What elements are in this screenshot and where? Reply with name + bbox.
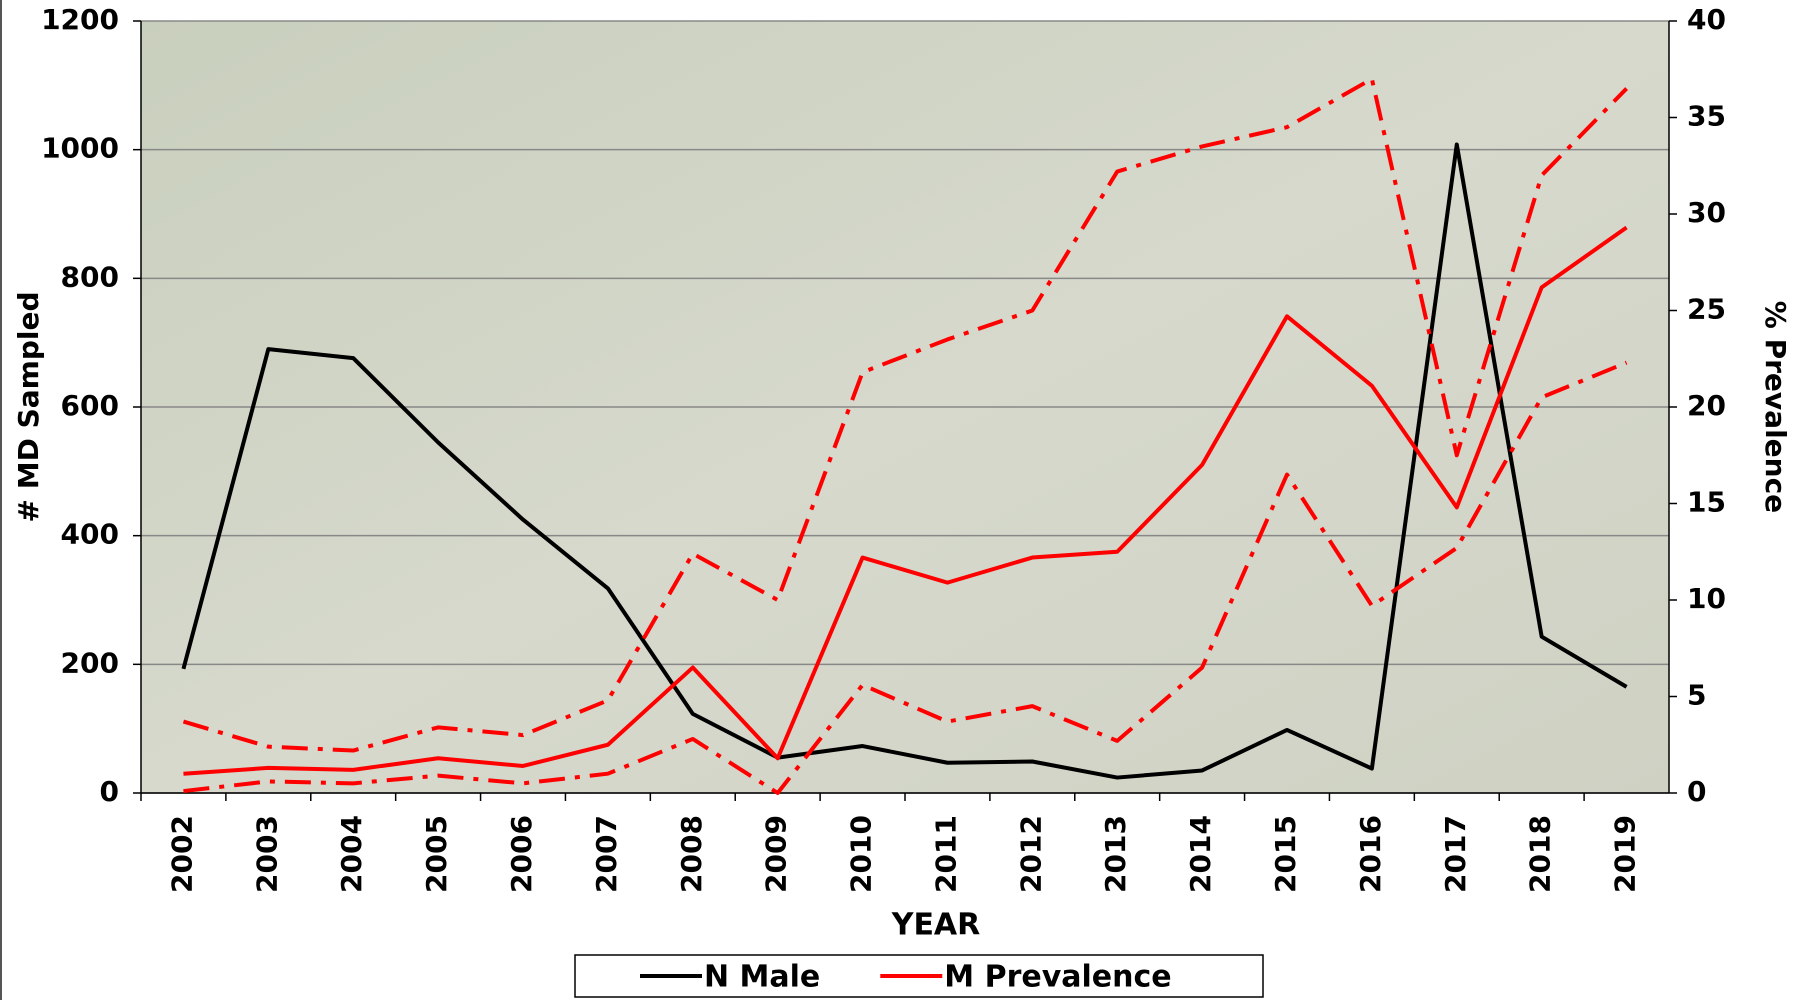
series-line — [183, 225, 1628, 776]
y-tick-label: 800 — [61, 260, 119, 293]
y2-tick-label: 35 — [1687, 100, 1726, 133]
y-tick-label: 1200 — [41, 3, 119, 36]
series-line — [183, 360, 1628, 795]
x-tick-label: 2011 — [929, 815, 962, 893]
y-tick-label: 600 — [61, 389, 119, 422]
series-line — [181, 142, 1628, 780]
y-tick-label: 0 — [100, 775, 119, 808]
x-tick-label: 2019 — [1609, 815, 1642, 893]
x-tick-label: 2009 — [760, 815, 793, 893]
y2-tick-label: 40 — [1687, 3, 1726, 36]
x-tick-label: 2015 — [1269, 815, 1302, 893]
y2-tick-label: 30 — [1687, 196, 1726, 229]
x-tick-label: 2017 — [1439, 815, 1472, 893]
y2-tick-label: 5 — [1687, 679, 1706, 712]
x-tick-label: 2010 — [845, 815, 878, 893]
x-tick-label: 2013 — [1099, 815, 1132, 893]
y-tick-label: 200 — [61, 646, 119, 679]
x-tick-label: 2005 — [420, 815, 453, 893]
y-tick-label: 1000 — [41, 132, 119, 165]
y2-axis-title: % Prevalence — [1759, 301, 1792, 513]
legend-label: N Male — [704, 960, 820, 995]
y2-tick-label: 10 — [1687, 582, 1726, 615]
x-tick-label: 2012 — [1014, 815, 1047, 893]
y2-tick-label: 0 — [1687, 775, 1706, 808]
x-tick-label: 2016 — [1354, 815, 1387, 893]
x-tick-label: 2018 — [1524, 815, 1557, 893]
x-tick-label: 2006 — [505, 815, 538, 893]
series-line — [182, 76, 1628, 753]
y2-tick-label: 15 — [1687, 486, 1726, 519]
y2-tick-label: 20 — [1687, 389, 1726, 422]
x-axis-title: YEAR — [891, 908, 981, 943]
y2-tick-label: 25 — [1687, 293, 1726, 326]
x-tick-label: 2008 — [675, 815, 708, 893]
x-tick-label: 2007 — [590, 815, 623, 893]
x-tick-label: 2004 — [335, 815, 368, 893]
legend: N Male M Prevalence — [640, 960, 1172, 995]
x-tick-label: 2003 — [250, 815, 283, 893]
x-tick-label: 2002 — [165, 815, 198, 893]
y-axis-title: # MD Sampled — [12, 292, 45, 523]
y-tick-label: 400 — [61, 518, 119, 551]
x-tick-label: 2014 — [1184, 815, 1217, 893]
legend-label: M Prevalence — [944, 960, 1171, 995]
